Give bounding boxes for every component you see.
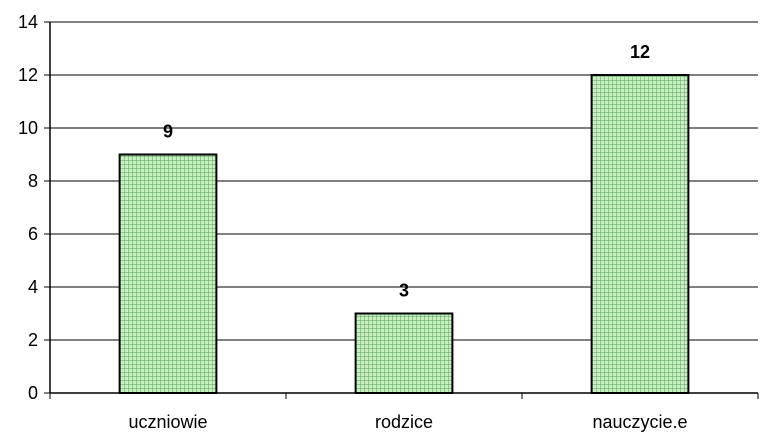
y-tick-label: 0 xyxy=(28,383,38,403)
y-tick-label: 10 xyxy=(18,118,38,138)
data-label: 9 xyxy=(163,122,173,142)
x-category-label: uczniowie xyxy=(128,412,207,432)
bar-1 xyxy=(118,153,218,394)
data-label: 3 xyxy=(399,281,409,301)
data-label: 12 xyxy=(630,42,650,62)
x-category-label: nauczycie.e xyxy=(592,412,687,432)
x-category-label: rodzice xyxy=(375,412,433,432)
y-tick-label: 4 xyxy=(28,277,38,297)
bar-3 xyxy=(590,74,690,394)
y-tick-label: 8 xyxy=(28,171,38,191)
y-tick-label: 14 xyxy=(18,12,38,32)
y-tick-label: 2 xyxy=(28,330,38,350)
y-tick-label: 6 xyxy=(28,224,38,244)
labels: 0 2 4 6 8 10 12 14 9 uczniowie 3 rodzice 12 nauczycie… xyxy=(18,12,688,432)
bar-2 xyxy=(354,312,454,394)
y-tick-label: 12 xyxy=(18,65,38,85)
axes xyxy=(44,21,759,399)
